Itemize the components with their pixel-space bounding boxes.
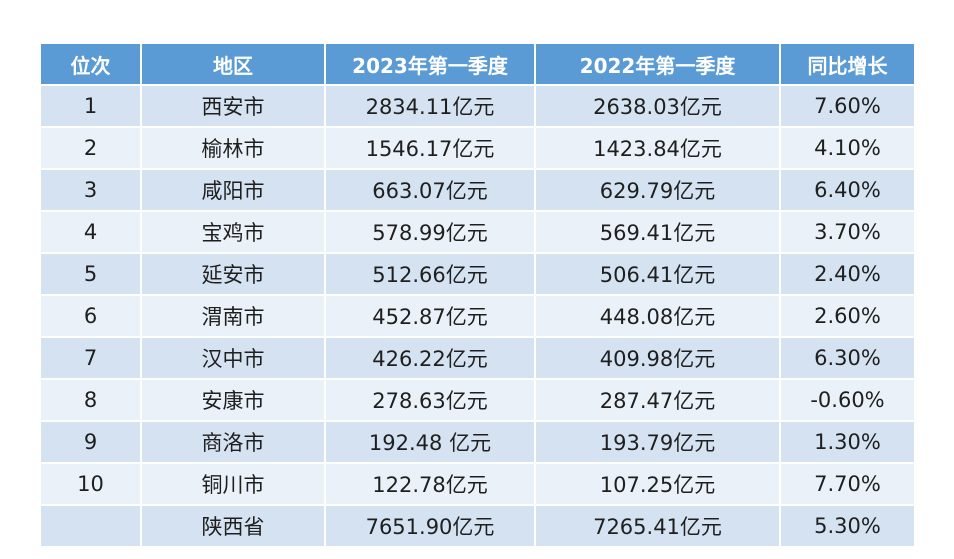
gdp-table-container: 位次 地区 2023年第一季度 2022年第一季度 同比增长 1 西安市 2834.… [41, 44, 914, 548]
header-q1-2023: 2023年第一季度 [326, 44, 536, 86]
table-row: 4 宝鸡市 578.99亿元 569.41亿元 3.70% [41, 212, 914, 254]
cell-growth: -0.60% [781, 380, 914, 422]
cell-growth: 7.70% [781, 464, 914, 506]
table-row: 1 西安市 2834.11亿元 2638.03亿元 7.60% [41, 86, 914, 128]
cell-region: 陕西省 [142, 506, 326, 548]
table-body: 1 西安市 2834.11亿元 2638.03亿元 7.60% 2 榆林市 1546.17亿元… [41, 86, 914, 548]
cell-q1-2023: 122.78亿元 [326, 464, 536, 506]
cell-q1-2023: 192.48 亿元 [326, 422, 536, 464]
table-row: 陕西省 7651.90亿元 7265.41亿元 5.30% [41, 506, 914, 548]
table-row: 10 铜川市 122.78亿元 107.25亿元 7.70% [41, 464, 914, 506]
cell-region: 榆林市 [142, 128, 326, 170]
cell-q1-2023: 426.22亿元 [326, 338, 536, 380]
cell-region: 商洛市 [142, 422, 326, 464]
cell-q1-2022: 448.08亿元 [536, 296, 781, 338]
cell-rank: 1 [41, 86, 142, 128]
table-row: 8 安康市 278.63亿元 287.47亿元 -0.60% [41, 380, 914, 422]
cell-region: 宝鸡市 [142, 212, 326, 254]
cell-region: 咸阳市 [142, 170, 326, 212]
cell-growth: 6.30% [781, 338, 914, 380]
cell-q1-2022: 1423.84亿元 [536, 128, 781, 170]
cell-q1-2022: 287.47亿元 [536, 380, 781, 422]
cell-q1-2022: 193.79亿元 [536, 422, 781, 464]
cell-region: 汉中市 [142, 338, 326, 380]
cell-q1-2023: 1546.17亿元 [326, 128, 536, 170]
cell-growth: 5.30% [781, 506, 914, 548]
cell-q1-2022: 569.41亿元 [536, 212, 781, 254]
header-growth: 同比增长 [781, 44, 914, 86]
cell-growth: 6.40% [781, 170, 914, 212]
header-region: 地区 [142, 44, 326, 86]
table-header: 位次 地区 2023年第一季度 2022年第一季度 同比增长 [41, 44, 914, 86]
cell-growth: 2.60% [781, 296, 914, 338]
cell-rank: 2 [41, 128, 142, 170]
cell-q1-2023: 578.99亿元 [326, 212, 536, 254]
table-row: 9 商洛市 192.48 亿元 193.79亿元 1.30% [41, 422, 914, 464]
table-row: 2 榆林市 1546.17亿元 1423.84亿元 4.10% [41, 128, 914, 170]
cell-rank [41, 506, 142, 548]
cell-rank: 5 [41, 254, 142, 296]
cell-q1-2023: 512.66亿元 [326, 254, 536, 296]
cell-q1-2022: 409.98亿元 [536, 338, 781, 380]
cell-growth: 4.10% [781, 128, 914, 170]
cell-region: 延安市 [142, 254, 326, 296]
cell-q1-2022: 7265.41亿元 [536, 506, 781, 548]
cell-rank: 10 [41, 464, 142, 506]
cell-q1-2023: 452.87亿元 [326, 296, 536, 338]
cell-region: 铜川市 [142, 464, 326, 506]
cell-q1-2022: 506.41亿元 [536, 254, 781, 296]
cell-growth: 2.40% [781, 254, 914, 296]
table-row: 5 延安市 512.66亿元 506.41亿元 2.40% [41, 254, 914, 296]
cell-q1-2023: 278.63亿元 [326, 380, 536, 422]
cell-q1-2022: 107.25亿元 [536, 464, 781, 506]
header-row: 位次 地区 2023年第一季度 2022年第一季度 同比增长 [41, 44, 914, 86]
header-q1-2022: 2022年第一季度 [536, 44, 781, 86]
cell-growth: 7.60% [781, 86, 914, 128]
cell-growth: 1.30% [781, 422, 914, 464]
cell-q1-2023: 663.07亿元 [326, 170, 536, 212]
cell-rank: 8 [41, 380, 142, 422]
cell-rank: 4 [41, 212, 142, 254]
cell-q1-2022: 2638.03亿元 [536, 86, 781, 128]
cell-region: 西安市 [142, 86, 326, 128]
cell-rank: 7 [41, 338, 142, 380]
table-row: 6 渭南市 452.87亿元 448.08亿元 2.60% [41, 296, 914, 338]
cell-region: 渭南市 [142, 296, 326, 338]
table-row: 7 汉中市 426.22亿元 409.98亿元 6.30% [41, 338, 914, 380]
cell-q1-2023: 7651.90亿元 [326, 506, 536, 548]
cell-q1-2023: 2834.11亿元 [326, 86, 536, 128]
gdp-table: 位次 地区 2023年第一季度 2022年第一季度 同比增长 1 西安市 2834.… [41, 44, 914, 548]
table-row: 3 咸阳市 663.07亿元 629.79亿元 6.40% [41, 170, 914, 212]
cell-q1-2022: 629.79亿元 [536, 170, 781, 212]
cell-region: 安康市 [142, 380, 326, 422]
cell-rank: 3 [41, 170, 142, 212]
cell-rank: 6 [41, 296, 142, 338]
cell-rank: 9 [41, 422, 142, 464]
header-rank: 位次 [41, 44, 142, 86]
cell-growth: 3.70% [781, 212, 914, 254]
